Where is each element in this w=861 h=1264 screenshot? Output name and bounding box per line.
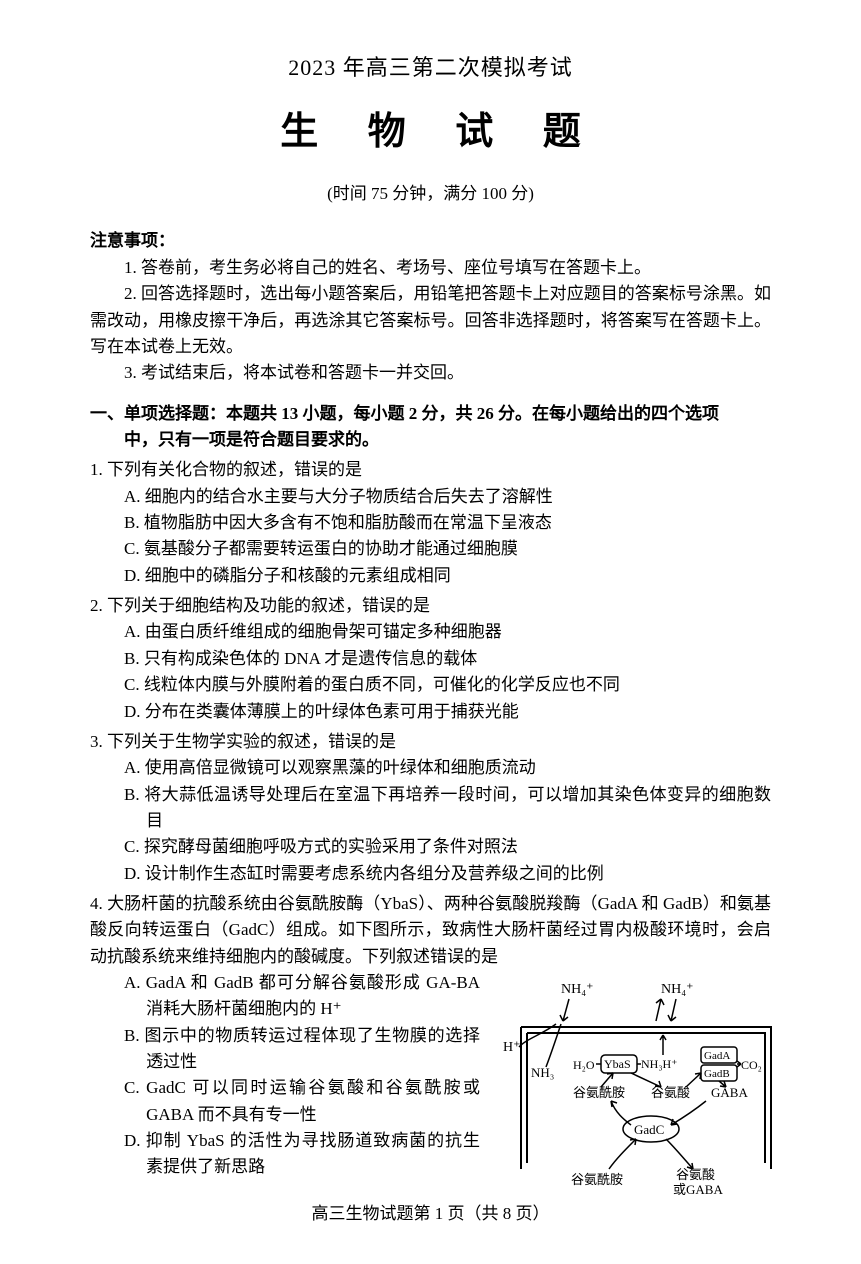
q1-option-b: B. 植物脂肪中因大多含有不饱和脂肪酸而在常温下呈液态: [112, 510, 771, 536]
diag-ybas: YbaS: [604, 1057, 631, 1071]
diag-glu-out-l1: 谷氨酸: [676, 1167, 715, 1182]
diag-glu-out-l2: 或GABA: [673, 1182, 723, 1197]
diag-gadb: GadB: [704, 1068, 730, 1080]
section-1-line2: 中，只有一项是符合题目要求的。: [90, 427, 771, 453]
q4-diagram: NH₄⁺ NH₄⁺ H⁺ NH₃ H₂O YbaS NH₃H⁺: [501, 969, 791, 1199]
time-score: (时间 75 分钟，满分 100 分): [90, 179, 771, 204]
diag-h-plus: H⁺: [503, 1040, 521, 1055]
q4-option-d: D. 抑制 YbaS 的活性为寻找肠道致病菌的抗生素提供了新思路: [112, 1128, 480, 1181]
diag-gadc: GadC: [634, 1122, 664, 1137]
q1-stem: 1. 下列有关化合物的叙述，错误的是: [90, 457, 771, 483]
question-3: 3. 下列关于生物学实验的叙述，错误的是 A. 使用高倍显微镜可以观察黑藻的叶绿…: [90, 729, 771, 887]
q4-option-c: C. GadC 可以同时运输谷氨酸和谷氨酰胺或 GABA 而不具有专一性: [112, 1075, 480, 1128]
q2-option-a: A. 由蛋白质纤维组成的细胞骨架可锚定多种细胞器: [112, 619, 771, 645]
diag-gada: GadA: [704, 1050, 730, 1062]
notice-heading: 注意事项：: [90, 226, 771, 251]
page-footer: 高三生物试题第 1 页（共 8 页）: [90, 1199, 771, 1224]
q1-option-c: C. 氨基酸分子都需要转运蛋白的协助才能通过细胞膜: [112, 536, 771, 562]
diag-nh4-out-r: NH₄⁺: [661, 982, 694, 997]
notice-item-2: 2. 回答选择题时，选出每小题答案后，用铅笔把答题卡上对应题目的答案标号涂黑。如…: [90, 281, 771, 360]
diag-gln-out: 谷氨酰胺: [571, 1172, 623, 1187]
q4-option-b: B. 图示中的物质转运过程体现了生物膜的选择透过性: [112, 1023, 480, 1076]
q3-option-c: C. 探究酵母菌细胞呼吸方式的实验采用了条件对照法: [112, 834, 771, 860]
diag-gaba-in: GABA: [711, 1085, 748, 1100]
diag-nh3-left: NH₃: [531, 1065, 554, 1080]
q2-option-c: C. 线粒体内膜与外膜附着的蛋白质不同，可催化的化学反应也不同: [112, 672, 771, 698]
exam-page: 2023 年高三第二次模拟考试 生 物 试 题 (时间 75 分钟，满分 100…: [0, 0, 861, 1264]
q1-option-d: D. 细胞中的磷脂分子和核酸的元素组成相同: [112, 563, 771, 589]
q2-option-d: D. 分布在类囊体薄膜上的叶绿体色素可用于捕获光能: [112, 699, 771, 725]
diag-gln-in: 谷氨酰胺: [573, 1085, 625, 1100]
notice-item-3: 3. 考试结束后，将本试卷和答题卡一并交回。: [90, 360, 771, 386]
diag-glu-in: 谷氨酸: [651, 1085, 690, 1100]
q4-option-a: A. GadA 和 GadB 都可分解谷氨酸形成 GA-BA 消耗大肠杆菌细胞内…: [112, 970, 480, 1023]
question-1: 1. 下列有关化合物的叙述，错误的是 A. 细胞内的结合水主要与大分子物质结合后…: [90, 457, 771, 589]
q2-stem: 2. 下列关于细胞结构及功能的叙述，错误的是: [90, 593, 771, 619]
exam-title: 生 物 试 题: [90, 100, 771, 155]
section-1-header: 一、单项选择题：本题共 13 小题，每小题 2 分，共 26 分。在每小题给出的…: [90, 401, 771, 454]
q1-option-a: A. 细胞内的结合水主要与大分子物质结合后失去了溶解性: [112, 484, 771, 510]
q3-stem: 3. 下列关于生物学实验的叙述，错误的是: [90, 729, 771, 755]
section-1-line1: 一、单项选择题：本题共 13 小题，每小题 2 分，共 26 分。在每小题给出的…: [90, 404, 719, 423]
question-2: 2. 下列关于细胞结构及功能的叙述，错误的是 A. 由蛋白质纤维组成的细胞骨架可…: [90, 593, 771, 725]
q3-option-b: B. 将大蒜低温诱导处理后在室温下再培养一段时间，可以增加其染色体变异的细胞数目: [112, 782, 771, 835]
diag-nh3h: NH₃H⁺: [641, 1057, 678, 1071]
q3-option-d: D. 设计制作生态缸时需要考虑系统内各组分及营养级之间的比例: [112, 861, 771, 887]
q3-option-a: A. 使用高倍显微镜可以观察黑藻的叶绿体和细胞质流动: [112, 755, 771, 781]
diag-co2: CO₂: [741, 1058, 762, 1072]
diag-nh4-out-l: NH₄⁺: [561, 982, 594, 997]
q2-option-b: B. 只有构成染色体的 DNA 才是遗传信息的载体: [112, 646, 771, 672]
exam-header: 2023 年高三第二次模拟考试: [90, 50, 771, 82]
diag-h2o: H₂O: [573, 1058, 595, 1072]
question-4: 4. 大肠杆菌的抗酸系统由谷氨酰胺酶（YbaS）、两种谷氨酸脱羧酶（GadA 和…: [90, 891, 771, 1181]
notice-item-1: 1. 答卷前，考生务必将自己的姓名、考场号、座位号填写在答题卡上。: [90, 255, 771, 281]
q4-stem: 4. 大肠杆菌的抗酸系统由谷氨酰胺酶（YbaS）、两种谷氨酸脱羧酶（GadA 和…: [90, 891, 771, 970]
